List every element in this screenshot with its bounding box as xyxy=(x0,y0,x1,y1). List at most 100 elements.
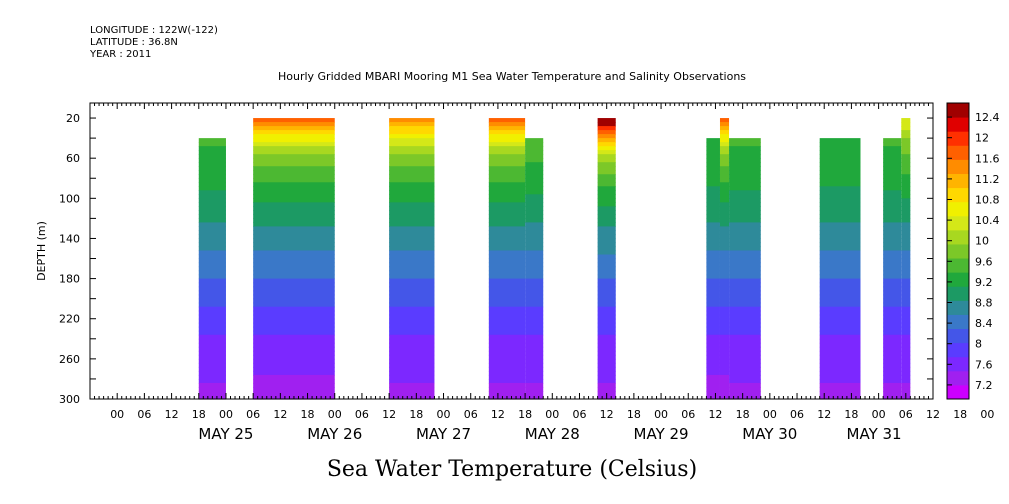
temperature-cell xyxy=(819,370,861,376)
temperature-cell xyxy=(389,198,435,203)
temperature-cell xyxy=(729,226,761,232)
y-tick-label: 180 xyxy=(59,273,80,286)
data-segment xyxy=(729,138,761,400)
temperature-cell xyxy=(719,210,730,215)
temperature-cell xyxy=(198,370,226,376)
colorbar-swatch xyxy=(947,145,969,160)
temperature-cell xyxy=(253,182,335,187)
temperature-cell xyxy=(198,250,226,256)
temperature-cell xyxy=(389,182,435,187)
temperature-cell xyxy=(198,230,226,236)
temperature-cell xyxy=(706,266,720,272)
temperature-cell xyxy=(901,174,911,179)
temperature-cell xyxy=(729,378,761,384)
temperature-cell xyxy=(719,326,730,332)
temperature-cell xyxy=(729,350,761,356)
temperature-cell xyxy=(488,386,526,392)
temperature-cell xyxy=(389,126,435,131)
colorbar-swatch xyxy=(947,117,969,132)
temperature-cell xyxy=(525,250,544,256)
y-tick-label: 260 xyxy=(59,353,80,366)
temperature-cell xyxy=(488,274,526,280)
x-hour-label: 00 xyxy=(654,408,668,421)
colorbar-title: Sea Water Temperature (Celsius) xyxy=(327,457,697,482)
temperature-cell xyxy=(525,146,544,151)
temperature-cell xyxy=(719,130,730,135)
temperature-cell xyxy=(719,194,730,199)
colorbar-swatch xyxy=(947,215,969,231)
temperature-cell xyxy=(525,330,544,336)
temperature-cell xyxy=(525,286,544,292)
x-hour-label: 06 xyxy=(899,408,913,421)
temperature-cell xyxy=(253,270,335,276)
temperature-cell xyxy=(719,190,730,195)
temperature-cell xyxy=(488,142,526,147)
year-label: YEAR : 2011 xyxy=(90,49,152,60)
colorbar-label: 9.2 xyxy=(975,276,993,289)
temperature-cell xyxy=(729,194,761,199)
temperature-cell xyxy=(901,278,911,284)
temperature-cell xyxy=(819,258,861,264)
temperature-cell xyxy=(901,198,911,203)
temperature-cell xyxy=(901,386,911,392)
temperature-cell xyxy=(198,154,226,159)
temperature-cell xyxy=(525,262,544,268)
temperature-cell xyxy=(198,254,226,260)
colorbar-swatch xyxy=(947,131,969,146)
temperature-cell xyxy=(198,350,226,356)
colorbar-swatch xyxy=(947,314,969,330)
temperature-cell xyxy=(819,290,861,296)
temperature-cell xyxy=(901,262,911,268)
temperature-cell xyxy=(253,258,335,264)
temperature-cell xyxy=(901,338,911,344)
temperature-cell xyxy=(488,266,526,272)
temperature-cell xyxy=(198,138,226,143)
temperature-cell xyxy=(488,226,526,232)
temperature-cell xyxy=(253,378,335,384)
temperature-cell xyxy=(719,294,730,300)
temperature-cell xyxy=(729,354,761,360)
temperature-cell xyxy=(719,330,730,336)
temperature-cell xyxy=(198,198,226,203)
colorbar-label: 8.8 xyxy=(975,297,993,310)
temperature-cell xyxy=(883,334,902,340)
temperature-cell xyxy=(389,270,435,276)
temperature-cell xyxy=(819,182,861,187)
temperature-cell xyxy=(253,234,335,240)
temperature-cell xyxy=(198,322,226,328)
temperature-cell xyxy=(389,390,435,396)
colorbar-label: 10 xyxy=(975,235,989,248)
temperature-cell xyxy=(597,282,616,288)
x-day-label: MAY 29 xyxy=(634,425,689,443)
temperature-cell xyxy=(719,186,730,191)
temperature-cell xyxy=(883,246,902,252)
temperature-cell xyxy=(488,162,526,167)
temperature-cell xyxy=(597,218,616,224)
temperature-cell xyxy=(901,186,911,191)
temperature-cell xyxy=(389,370,435,376)
temperature-cell xyxy=(819,170,861,175)
temperature-cell xyxy=(706,370,720,376)
temperature-cell xyxy=(597,342,616,348)
temperature-cell xyxy=(719,230,730,236)
temperature-cell xyxy=(819,358,861,364)
x-hour-label: 18 xyxy=(409,408,423,421)
colorbar-swatch xyxy=(947,356,969,372)
y-axis: 20 60 100 140 180 220 260 300 xyxy=(59,112,933,406)
temperature-cell xyxy=(597,138,616,143)
temperature-cell xyxy=(253,382,335,388)
temperature-cell xyxy=(901,354,911,360)
temperature-cell xyxy=(883,218,902,224)
temperature-cell xyxy=(729,186,761,191)
temperature-cell xyxy=(883,294,902,300)
temperature-cell xyxy=(525,162,544,167)
temperature-cell xyxy=(719,170,730,175)
temperature-cell xyxy=(729,250,761,256)
temperature-cell xyxy=(883,298,902,304)
temperature-cell xyxy=(719,238,730,244)
data-segment xyxy=(819,138,861,400)
temperature-cell xyxy=(253,178,335,183)
temperature-cell xyxy=(729,318,761,324)
temperature-cell xyxy=(719,270,730,276)
temperature-cell xyxy=(819,378,861,384)
